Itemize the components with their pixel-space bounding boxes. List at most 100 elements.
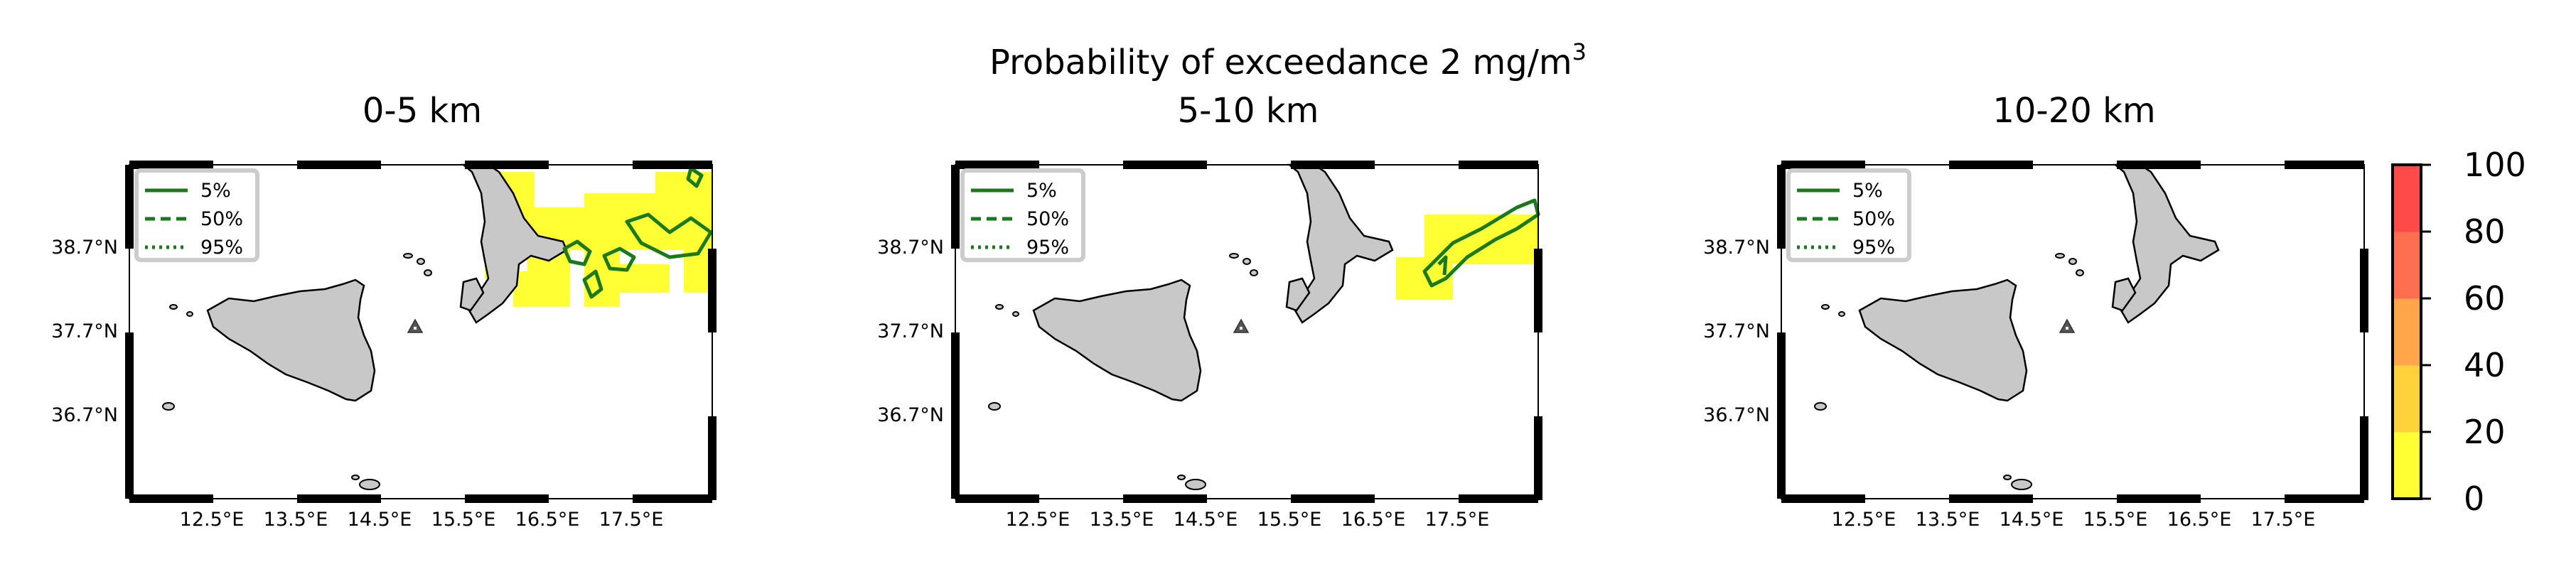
lat-tick-label: 38.7°N — [51, 237, 118, 259]
frame-segment-top — [1123, 161, 1207, 169]
frame-segment-top — [1949, 161, 2033, 169]
panel-title-5-10km: 5-10 km — [1177, 91, 1319, 131]
legend-label: 5% — [1026, 180, 1057, 202]
frame-segment-bottom — [465, 494, 549, 503]
colorbar-band — [2393, 399, 2421, 433]
frame-segment-left — [951, 332, 960, 416]
colorbar-frame — [2391, 163, 2422, 500]
lon-tick-label: 15.5°E — [431, 509, 496, 531]
colorbar-band — [2393, 198, 2421, 232]
map-panel-3: 5% 50% 95% 38.7°N 37.7°N 36.7°N 12.5°E 13.5°E 14… — [1703, 161, 2368, 531]
frame-segment-top — [129, 161, 213, 169]
frame-segment-right — [2360, 249, 2368, 332]
legend-label: 95% — [200, 237, 243, 259]
lon-tick-label: 16.5°E — [515, 509, 580, 531]
colorbar-band — [2393, 465, 2421, 499]
legend-label: 50% — [200, 208, 243, 230]
lon-tick-label: 14.5°E — [1174, 509, 1238, 531]
lat-tick-label: 38.7°N — [1703, 237, 1770, 259]
lon-tick-label: 17.5°E — [1425, 509, 1490, 531]
lat-tick-label: 37.7°N — [1703, 320, 1770, 342]
lon-tick-label: 14.5°E — [2000, 509, 2064, 531]
frame-segment-left — [1777, 165, 1786, 249]
legend-label: 50% — [1026, 208, 1069, 230]
frame-segment-bottom — [1459, 494, 1538, 503]
contour-5pct — [1422, 198, 1540, 288]
legend: 5% 50% 95% — [1786, 168, 1911, 262]
colorbar-tick-label: 60 — [2464, 279, 2506, 318]
exceedance-cell — [684, 222, 712, 293]
frame-segment-top — [633, 161, 712, 169]
frame-segment-right — [708, 416, 717, 500]
frame-segment-top — [2117, 161, 2201, 169]
frame-segment-bottom — [955, 494, 1039, 503]
colorbar-band — [2393, 332, 2421, 366]
frame-segment-left — [951, 416, 960, 499]
frame-segment-bottom — [2285, 494, 2364, 503]
panel-title-10-20km: 10-20 km — [1992, 91, 2156, 131]
lon-tick-label: 12.5°E — [1832, 509, 1896, 531]
lat-tick-label: 36.7°N — [877, 404, 944, 426]
lon-tick-label: 13.5°E — [264, 509, 328, 531]
frame-segment-top — [1781, 161, 1865, 169]
legend-label: 50% — [1852, 208, 1895, 230]
frame-segment-bottom — [1949, 494, 2033, 503]
volcano-icon-dot — [1240, 327, 1243, 330]
lon-tick-label: 13.5°E — [1916, 509, 1980, 531]
frame-segment-bottom — [2117, 494, 2201, 503]
map-panel-1: 5% 50% 95% 38.7°N 37.7°N 36.7°N 12.5°E 13.5°E 14… — [51, 161, 717, 531]
lon-tick-label: 13.5°E — [1090, 509, 1154, 531]
lon-tick-label: 16.5°E — [2167, 509, 2232, 531]
volcano-icon-dot — [414, 327, 417, 330]
legend-label: 95% — [1852, 237, 1895, 259]
colorbar-band — [2393, 365, 2421, 399]
lat-tick-label: 38.7°N — [877, 237, 944, 259]
frame-segment-right — [708, 249, 717, 332]
lon-tick-label: 12.5°E — [1006, 509, 1070, 531]
contour-5pct — [1437, 255, 1448, 276]
frame-segment-top — [1291, 161, 1375, 169]
colorbar-band — [2393, 165, 2421, 199]
lon-tick-label: 14.5°E — [348, 509, 412, 531]
frame-segment-left — [125, 165, 134, 249]
frame-segment-top — [297, 161, 381, 169]
frame-segment-bottom — [1781, 494, 1865, 503]
colorbar-tick-label: 100 — [2464, 146, 2526, 184]
figure-title: Probability of exceedance 2 mg/m3 — [989, 38, 1587, 82]
frame-segment-right — [1534, 249, 1542, 332]
contour-5pct — [625, 212, 713, 259]
lat-tick-label: 37.7°N — [51, 320, 118, 342]
colorbar: 100 80 60 40 20 0 — [2391, 146, 2526, 518]
contour-5pct — [686, 166, 704, 188]
colorbar-tick-label: 80 — [2464, 212, 2506, 251]
frame-segment-left — [1777, 332, 1786, 416]
frame-segment-bottom — [1123, 494, 1207, 503]
frame-segment-bottom — [1291, 494, 1375, 503]
panel-title-0-5km: 0-5 km — [362, 91, 483, 131]
volcano-icon — [407, 318, 424, 333]
lat-tick-label: 37.7°N — [877, 320, 944, 342]
legend: 5% 50% 95% — [960, 168, 1085, 262]
lon-tick-label: 12.5°E — [180, 509, 245, 531]
colorbar-band — [2393, 232, 2421, 266]
lon-tick-label: 17.5°E — [599, 509, 664, 531]
colorbar-tick-label: 0 — [2464, 480, 2484, 518]
lon-tick-label: 15.5°E — [1257, 509, 1322, 531]
frame-segment-bottom — [633, 494, 712, 503]
colorbar-band — [2393, 265, 2421, 299]
exceedance-cell — [655, 172, 712, 193]
frame-segment-bottom — [297, 494, 381, 503]
frame-segment-right — [1534, 416, 1542, 500]
legend: 5% 50% 95% — [134, 168, 259, 262]
lon-tick-label: 15.5°E — [2083, 509, 2148, 531]
legend-box — [1786, 168, 1911, 262]
lat-tick-label: 36.7°N — [1703, 404, 1770, 426]
volcano-icon — [2059, 318, 2076, 333]
legend-label: 95% — [1026, 237, 1069, 259]
exceedance-cell — [584, 250, 620, 307]
legend-label: 5% — [200, 180, 231, 202]
colorbar-band — [2393, 298, 2421, 332]
frame-segment-left — [1777, 416, 1786, 499]
frame-segment-top — [465, 161, 549, 169]
